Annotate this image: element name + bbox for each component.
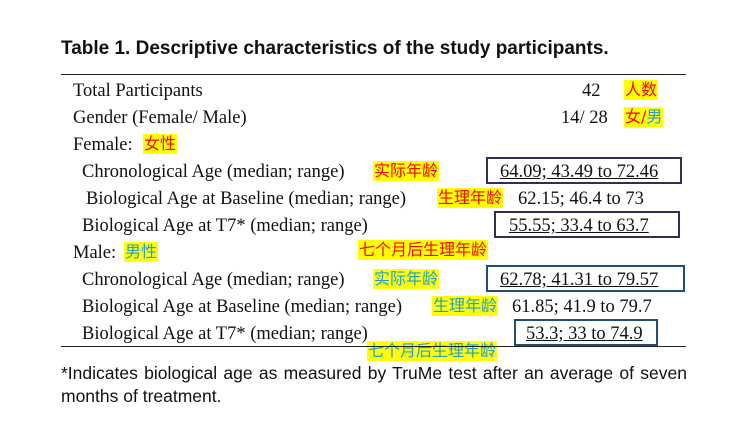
annotation-gender-male: 男 xyxy=(646,107,663,126)
annotation-female: 女性 xyxy=(143,134,178,154)
row-label-male-bio-t7: Biological Age at T7* (median; range) xyxy=(82,324,368,344)
row-value-male-bio-baseline: 61.85; 41.9 to 79.7 xyxy=(512,297,652,317)
row-value-total: 42 xyxy=(582,81,601,101)
row-label-male-chrono: Chronological Age (median; range) xyxy=(82,270,345,290)
row-label-female-bio-t7: Biological Age at T7* (median; range) xyxy=(82,216,368,236)
annotation-female-bio-t7: 七个月后生理年龄 xyxy=(358,240,489,260)
row-label-male-bio-baseline: Biological Age at Baseline (median; rang… xyxy=(82,297,403,317)
table-title: Table 1. Descriptive characteristics of … xyxy=(61,38,609,59)
row-label-female-chrono: Chronological Age (median; range) xyxy=(82,162,345,182)
row-value-female-bio-t7: 55.55; 33.4 to 63.7 xyxy=(509,216,649,236)
highlight-box-male-bio-t7 xyxy=(514,319,658,346)
row-value-male-bio-t7: 53.3; 33 to 74.9 xyxy=(526,324,643,344)
row-label-total: Total Participants xyxy=(73,81,203,101)
row-value-female-chrono: 64.09; 43.49 to 72.46 xyxy=(500,162,659,182)
row-value-gender: 14/ 28 xyxy=(561,108,608,128)
highlight-box-male-chrono xyxy=(486,265,685,292)
annotation-male: 男性 xyxy=(124,242,159,262)
highlight-box-female-chrono xyxy=(486,157,682,184)
annotation-total: 人数 xyxy=(624,80,659,100)
top-rule xyxy=(61,74,686,75)
section-label-female: Female: xyxy=(73,135,133,155)
row-label-female-bio-baseline: Biological Age at Baseline (median; rang… xyxy=(86,189,407,209)
highlight-box-female-bio-t7 xyxy=(494,211,680,238)
annotation-female-chrono: 实际年龄 xyxy=(373,161,440,181)
annotation-male-bio-t7: 七个月后生理年龄 xyxy=(367,341,498,361)
annotation-gender: 女/男 xyxy=(624,107,664,127)
row-value-female-bio-baseline: 62.15; 46.4 to 73 xyxy=(518,189,644,209)
annotation-male-chrono: 实际年龄 xyxy=(373,269,440,289)
footnote: *Indicates biological age as measured by… xyxy=(61,363,687,406)
annotation-female-bio-baseline: 生理年龄 xyxy=(437,188,504,208)
bottom-rule xyxy=(61,346,686,347)
row-label-gender: Gender (Female/ Male) xyxy=(73,108,247,128)
annotation-male-bio-baseline: 生理年龄 xyxy=(432,296,499,316)
row-value-male-chrono: 62.78; 41.31 to 79.57 xyxy=(500,270,659,290)
section-label-male: Male: xyxy=(73,243,117,263)
annotation-gender-female: 女/ xyxy=(625,107,647,126)
